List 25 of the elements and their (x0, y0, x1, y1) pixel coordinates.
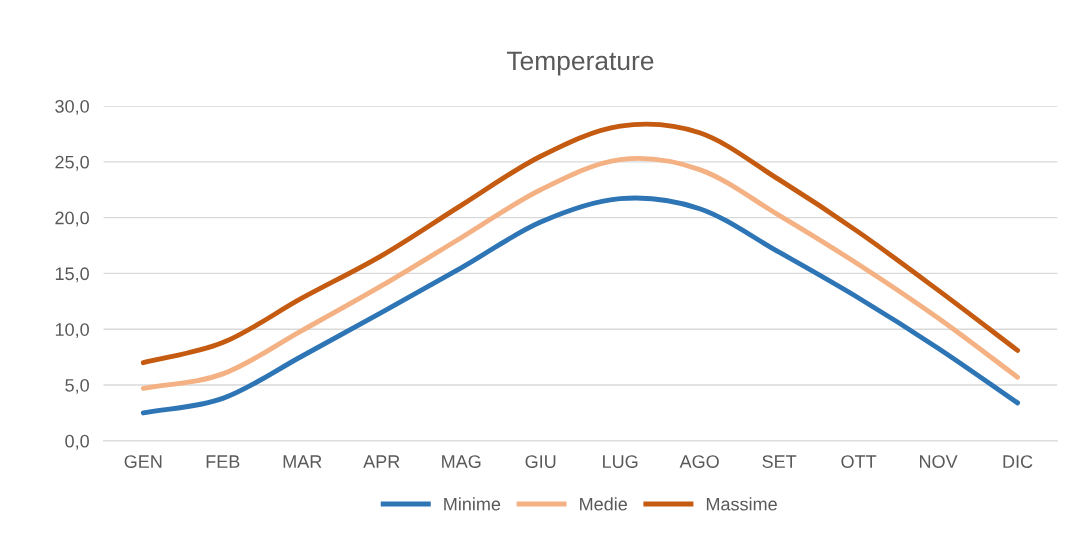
legend-label: Massime (706, 497, 777, 511)
x-tick-label: GEN (124, 455, 162, 468)
y-tick-label: 20,0 (55, 211, 89, 227)
x-tick-label: NOV (920, 455, 958, 468)
y-tick-label: 25,0 (55, 155, 89, 171)
legend-label: Medie (580, 497, 627, 511)
x-tick-label: SET (762, 455, 797, 468)
y-tick-label: 0,0 (65, 434, 89, 450)
x-tick-label: AGO (679, 455, 719, 468)
y-tick-label: 30,0 (55, 99, 89, 115)
y-tick-label: 5,0 (65, 378, 89, 394)
y-tick-label: 10,0 (55, 323, 89, 339)
x-tick-label: OTT (841, 455, 877, 468)
y-tick-label: 15,0 (55, 267, 89, 283)
x-tick-label: DIC (1003, 455, 1033, 468)
line-series (140, 156, 1020, 391)
x-tick-label: GIU (525, 455, 556, 468)
x-tick-label: APR (363, 455, 400, 468)
chart-title: Temperature (506, 51, 654, 76)
x-tick-label: MAG (442, 455, 481, 468)
x-tick-label: MAR (283, 455, 322, 468)
x-tick-label: LUG (603, 455, 638, 468)
line-series (140, 195, 1020, 416)
x-tick-label: FEB (206, 455, 240, 468)
legend-label: Minime (444, 497, 501, 511)
